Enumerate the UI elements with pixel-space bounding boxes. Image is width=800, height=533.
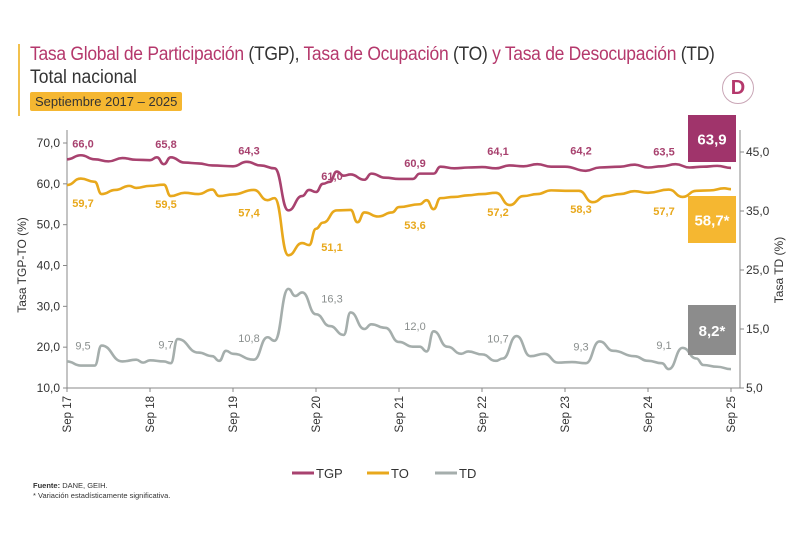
period-badge: Septiembre 2017 – 2025 [30,92,183,111]
left-tick-label: 70,0 [37,136,61,150]
data-label-to: 57,4 [238,207,260,219]
last-value-box-to [688,196,736,243]
footnote: * Variación estadísticamente significati… [33,491,171,500]
data-label-td: 9,3 [573,341,588,353]
data-label-td: 16,3 [321,293,342,305]
left-tick-label: 30,0 [37,299,61,313]
left-tick-label: 40,0 [37,259,61,273]
last-value-box-td [688,305,736,355]
right-tick-label: 45,0 [746,145,770,159]
data-label-tgp: 64,1 [487,146,508,158]
last-value-tgp: 63,9 [697,132,726,149]
left-axis-title: Tasa TGP-TO (%) [15,217,29,313]
data-label-tgp: 60,9 [404,158,425,170]
dane-logo: D [722,72,754,104]
data-label-tgp: 63,5 [653,147,674,159]
left-tick-label: 10,0 [37,381,61,395]
data-label-to: 59,5 [155,199,176,211]
chart-title: Tasa Global de Participación (TGP), Tasa… [30,44,715,66]
data-label-to: 57,7 [653,206,674,218]
data-label-to: 57,2 [487,207,508,219]
source-label: Fuente: [33,481,61,490]
last-value-to: 58,7* [694,213,729,230]
data-label-td: 9,5 [75,340,90,352]
right-tick-label: 5,0 [746,381,763,395]
data-label-to: 58,3 [570,204,591,216]
series-line-to [66,177,732,257]
data-label-to: 53,6 [404,220,425,232]
x-tick-label: Sep 18 [145,396,157,432]
chart-header: Tasa Global de Participación (TGP), Tasa… [18,44,774,116]
title-part: Tasa de Ocupación [303,44,449,65]
x-tick-label: Sep 25 [726,396,738,432]
x-tick-label: Sep 21 [394,396,406,432]
right-tick-label: 35,0 [746,204,770,218]
title-part: Tasa Global de Participación [30,44,244,65]
data-label-td: 9,7 [158,339,173,351]
left-tick-label: 60,0 [37,177,61,191]
data-label-tgp: 66,0 [72,138,93,150]
data-label-td: 10,7 [487,333,508,345]
footer: Fuente: DANE, GEIH. * Variación estadíst… [33,481,170,501]
source-text: DANE, GEIH. [62,481,108,490]
x-tick-label: Sep 17 [62,396,74,432]
right-tick-label: 15,0 [746,322,770,336]
data-label-td: 12,0 [404,321,425,333]
data-label-td: 9,1 [656,340,671,352]
data-label-tgp: 61,0 [321,171,342,183]
title-part: y Tasa de Desocupación [492,44,677,65]
data-label-to: 59,7 [72,198,93,210]
right-tick-label: 25,0 [746,263,770,277]
x-tick-label: Sep 20 [311,396,323,432]
legend-label-tgp: TGP [316,466,343,481]
data-label-tgp: 64,3 [238,145,259,157]
series-line-td [66,287,732,371]
data-label-tgp: 64,2 [570,146,591,158]
x-tick-label: Sep 19 [228,396,240,432]
chart-subtitle: Total nacional [30,67,137,88]
data-label-td: 10,8 [238,333,259,345]
data-label-to: 51,1 [321,242,342,254]
left-tick-label: 50,0 [37,218,61,232]
title-part: (TD) [680,44,715,65]
title-part: (TGP), [248,44,300,65]
x-tick-label: Sep 24 [643,395,655,432]
last-value-td: 8,2* [699,323,726,340]
left-tick-label: 20,0 [37,340,61,354]
x-tick-label: Sep 23 [560,396,572,432]
series-line-tgp [66,153,732,212]
legend-label-td: TD [459,466,476,481]
legend-label-to: TO [391,466,409,481]
last-value-box-tgp [688,115,736,162]
data-label-tgp: 65,8 [155,139,176,151]
right-axis-title: Tasa TD (%) [772,237,786,303]
title-part: (TO) [452,44,488,65]
x-tick-label: Sep 22 [477,396,489,432]
